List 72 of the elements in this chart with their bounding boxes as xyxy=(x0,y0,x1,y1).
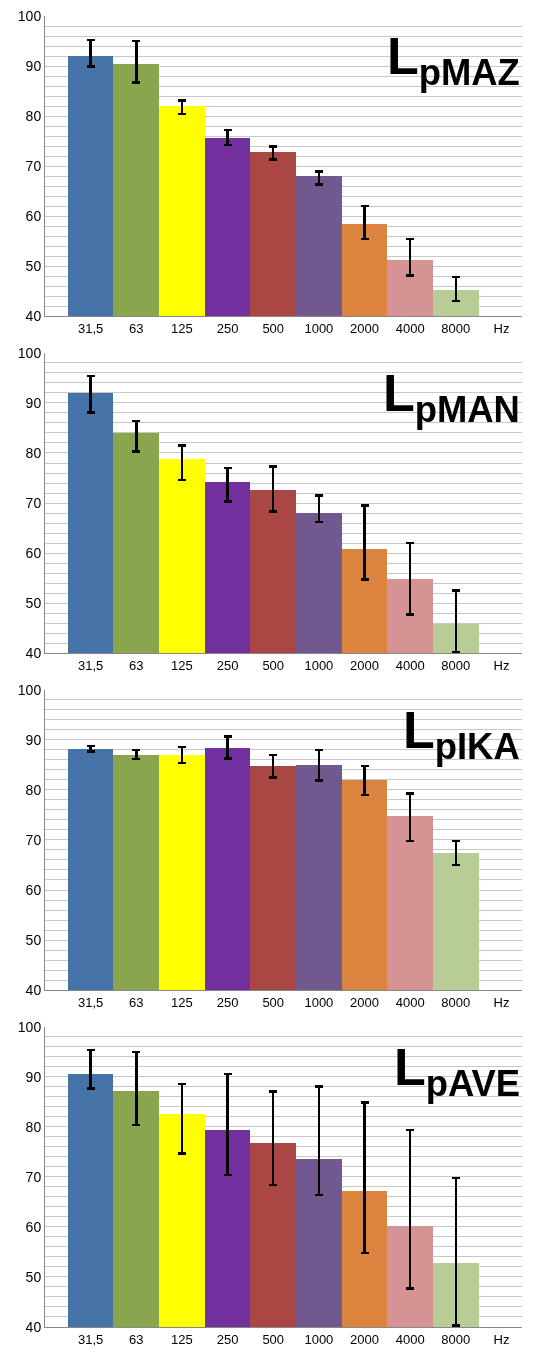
x-tick-label: 250 xyxy=(216,1331,239,1347)
x-tick-label: 1000 xyxy=(304,657,334,673)
y-tick-label: 40 xyxy=(25,308,42,325)
x-tick-label: 2000 xyxy=(350,994,379,1010)
x-tick-label: 500 xyxy=(262,994,285,1010)
y-tick-label: 70 xyxy=(25,494,42,511)
x-tick-label: 1000 xyxy=(304,320,334,336)
y-tick-label: 80 xyxy=(25,781,42,798)
y-tick-label: 80 xyxy=(25,107,42,124)
x-tick-label: 500 xyxy=(262,657,285,673)
x-tick-label: 31,5 xyxy=(77,657,104,673)
y-tick-label: 50 xyxy=(25,258,42,275)
x-tick-label: 500 xyxy=(262,320,285,336)
y-tick-label: 90 xyxy=(25,394,42,411)
y-tick-label: 40 xyxy=(25,981,42,998)
x-tick-label: 4000 xyxy=(395,994,425,1010)
x-tick-label: 2000 xyxy=(350,1331,379,1347)
y-tick-label: 40 xyxy=(25,1318,42,1335)
y-tick-label: 70 xyxy=(25,158,42,175)
y-tick-label: 90 xyxy=(25,57,42,74)
x-tick-label: 31,5 xyxy=(77,1331,104,1347)
chart-title: L$_{pMAN}$ xyxy=(383,364,520,430)
x-tick-label: 2000 xyxy=(350,320,379,336)
x-tick-label: 31,5 xyxy=(77,994,104,1010)
x-tick-label: 250 xyxy=(216,994,239,1010)
x-tick-label: 125 xyxy=(171,657,193,673)
y-tick-label: 60 xyxy=(25,208,42,225)
x-tick-label: Hz xyxy=(493,320,510,336)
chart-title: L$_{pIKA}$ xyxy=(403,701,520,767)
x-tick-label: 4000 xyxy=(395,1331,425,1347)
x-tick-label: 63 xyxy=(129,320,144,336)
y-tick-label: 100 xyxy=(17,344,42,361)
y-tick-label: 100 xyxy=(17,681,42,698)
x-tick-label: 250 xyxy=(216,657,239,673)
x-tick-label: Hz xyxy=(493,657,510,673)
y-tick-label: 60 xyxy=(25,544,42,561)
x-tick-label: 8000 xyxy=(441,1331,471,1347)
x-tick-label: 1000 xyxy=(304,994,334,1010)
y-tick-label: 50 xyxy=(25,1268,42,1285)
y-tick-label: 60 xyxy=(25,881,42,898)
x-tick-label: 4000 xyxy=(395,320,425,336)
x-tick-label: Hz xyxy=(493,1331,510,1347)
x-tick-label: 4000 xyxy=(395,657,425,673)
x-tick-label: 250 xyxy=(216,320,239,336)
x-tick-label: 63 xyxy=(129,1331,144,1347)
x-tick-label: 8000 xyxy=(441,994,471,1010)
x-tick-label: Hz xyxy=(493,994,510,1010)
x-tick-label: 63 xyxy=(129,657,144,673)
y-tick-label: 50 xyxy=(25,931,42,948)
x-tick-label: 63 xyxy=(129,994,144,1010)
x-tick-label: 500 xyxy=(262,1331,285,1347)
y-tick-label: 70 xyxy=(25,1168,42,1185)
y-tick-label: 90 xyxy=(25,731,42,748)
y-tick-label: 100 xyxy=(17,1018,42,1035)
x-tick-label: 125 xyxy=(171,994,193,1010)
x-tick-label: 1000 xyxy=(304,1331,334,1347)
chart-title: L$_{pMAZ}$ xyxy=(387,27,520,93)
y-tick-label: 60 xyxy=(25,1218,42,1235)
chart-title: L$_{pAVE}$ xyxy=(394,1038,521,1104)
y-tick-label: 100 xyxy=(17,7,42,24)
y-tick-label: 70 xyxy=(25,831,42,848)
x-tick-label: 31,5 xyxy=(77,320,104,336)
y-tick-label: 80 xyxy=(25,1118,42,1135)
y-tick-label: 80 xyxy=(25,444,42,461)
y-tick-label: 50 xyxy=(25,595,42,612)
y-tick-label: 40 xyxy=(25,645,42,662)
x-tick-label: 8000 xyxy=(441,320,471,336)
y-tick-label: 90 xyxy=(25,1068,42,1085)
x-tick-label: 8000 xyxy=(441,657,471,673)
x-tick-label: 125 xyxy=(171,320,193,336)
x-tick-label: 125 xyxy=(171,1331,193,1347)
x-tick-label: 2000 xyxy=(350,657,379,673)
